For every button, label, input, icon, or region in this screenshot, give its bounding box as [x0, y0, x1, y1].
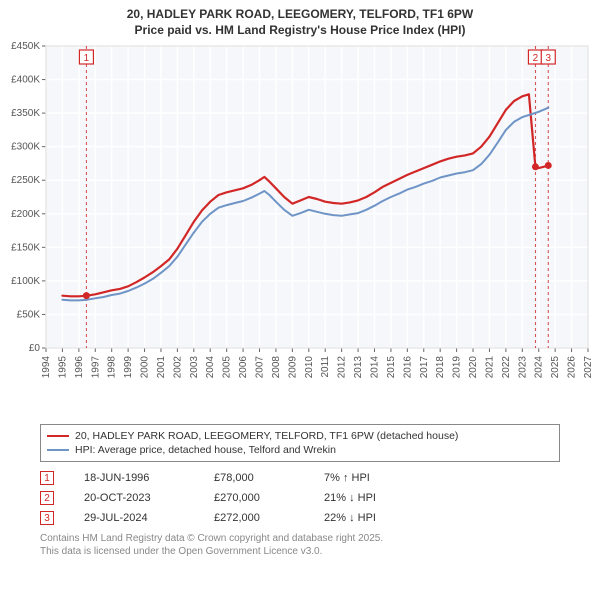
chart-title: 20, HADLEY PARK ROAD, LEEGOMERY, TELFORD… — [0, 0, 600, 40]
svg-text:2004: 2004 — [205, 356, 216, 379]
svg-text:2008: 2008 — [271, 356, 282, 379]
chart-svg: £0 £50K £100K £150K £200K £250K £300K £350K £400… — [0, 40, 600, 420]
legend-swatch — [47, 449, 69, 451]
annotation-marker: 1 — [40, 471, 54, 485]
title-line-1: 20, HADLEY PARK ROAD, LEEGOMERY, TELFORD… — [4, 6, 596, 22]
annotation-date: 20-OCT-2023 — [84, 492, 184, 504]
svg-text:£50K: £50K — [17, 310, 41, 321]
annotation-price: £272,000 — [214, 512, 294, 524]
legend-label: HPI: Average price, detached house, Telf… — [75, 444, 336, 456]
svg-text:2014: 2014 — [369, 356, 380, 379]
svg-text:1999: 1999 — [123, 356, 134, 379]
legend: 20, HADLEY PARK ROAD, LEEGOMERY, TELFORD… — [40, 424, 560, 462]
svg-text:2021: 2021 — [484, 356, 495, 379]
svg-text:1: 1 — [84, 53, 90, 64]
svg-text:£200K: £200K — [11, 209, 40, 220]
svg-text:£250K: £250K — [11, 176, 40, 187]
svg-text:£300K: £300K — [11, 142, 40, 153]
annotation-marker: 2 — [40, 491, 54, 505]
svg-text:2024: 2024 — [534, 356, 545, 379]
svg-text:2003: 2003 — [189, 356, 200, 379]
svg-text:1997: 1997 — [90, 356, 101, 379]
svg-text:2001: 2001 — [156, 356, 167, 379]
svg-text:2013: 2013 — [353, 356, 364, 379]
svg-text:2016: 2016 — [402, 356, 413, 379]
annotation-pct: 7% ↑ HPI — [324, 472, 444, 484]
svg-text:2005: 2005 — [222, 356, 233, 379]
svg-text:2000: 2000 — [140, 356, 151, 379]
svg-text:2011: 2011 — [320, 356, 331, 378]
footer-line-2: This data is licensed under the Open Gov… — [40, 545, 560, 558]
svg-text:2009: 2009 — [287, 356, 298, 379]
svg-text:2010: 2010 — [304, 356, 315, 379]
annotation-date: 18-JUN-1996 — [84, 472, 184, 484]
svg-text:£450K: £450K — [11, 41, 40, 52]
legend-swatch — [47, 435, 69, 437]
annotation-row: 3 29-JUL-2024 £272,000 22% ↓ HPI — [40, 508, 560, 528]
svg-text:2018: 2018 — [435, 356, 446, 379]
svg-text:2027: 2027 — [583, 356, 594, 379]
svg-text:2025: 2025 — [550, 356, 561, 379]
annotation-pct: 21% ↓ HPI — [324, 492, 444, 504]
legend-item: HPI: Average price, detached house, Telf… — [47, 443, 553, 457]
svg-text:£150K: £150K — [11, 243, 40, 254]
svg-text:2012: 2012 — [337, 356, 348, 379]
svg-text:£0: £0 — [29, 343, 41, 354]
svg-text:2006: 2006 — [238, 356, 249, 379]
svg-text:1994: 1994 — [41, 356, 52, 379]
svg-text:£400K: £400K — [11, 75, 40, 86]
svg-text:1995: 1995 — [57, 356, 68, 379]
svg-text:2007: 2007 — [255, 356, 266, 379]
svg-text:2002: 2002 — [172, 356, 183, 379]
annotation-marker: 3 — [40, 511, 54, 525]
svg-text:2015: 2015 — [386, 356, 397, 379]
footer-attribution: Contains HM Land Registry data © Crown c… — [40, 532, 560, 558]
svg-text:2017: 2017 — [419, 356, 430, 379]
svg-text:2019: 2019 — [452, 356, 463, 379]
footer-line-1: Contains HM Land Registry data © Crown c… — [40, 532, 560, 545]
annotation-pct: 22% ↓ HPI — [324, 512, 444, 524]
svg-text:1996: 1996 — [74, 356, 85, 379]
annotation-row: 2 20-OCT-2023 £270,000 21% ↓ HPI — [40, 488, 560, 508]
svg-text:£100K: £100K — [11, 276, 40, 287]
annotation-table: 1 18-JUN-1996 £78,000 7% ↑ HPI 2 20-OCT-2023 £… — [40, 468, 560, 528]
legend-item: 20, HADLEY PARK ROAD, LEEGOMERY, TELFORD… — [47, 429, 553, 443]
annotation-price: £270,000 — [214, 492, 294, 504]
svg-text:3: 3 — [545, 53, 551, 64]
chart-area: £0 £50K £100K £150K £200K £250K £300K £350K £400… — [0, 40, 600, 420]
title-line-2: Price paid vs. HM Land Registry's House … — [4, 22, 596, 38]
svg-text:2026: 2026 — [567, 356, 578, 379]
svg-text:2023: 2023 — [517, 356, 528, 379]
annotation-price: £78,000 — [214, 472, 294, 484]
svg-text:2: 2 — [533, 53, 539, 64]
legend-label: 20, HADLEY PARK ROAD, LEEGOMERY, TELFORD… — [75, 430, 458, 442]
annotation-row: 1 18-JUN-1996 £78,000 7% ↑ HPI — [40, 468, 560, 488]
svg-text:2022: 2022 — [501, 356, 512, 379]
svg-text:1998: 1998 — [107, 356, 118, 379]
svg-text:£350K: £350K — [11, 108, 40, 119]
svg-text:2020: 2020 — [468, 356, 479, 379]
annotation-date: 29-JUL-2024 — [84, 512, 184, 524]
